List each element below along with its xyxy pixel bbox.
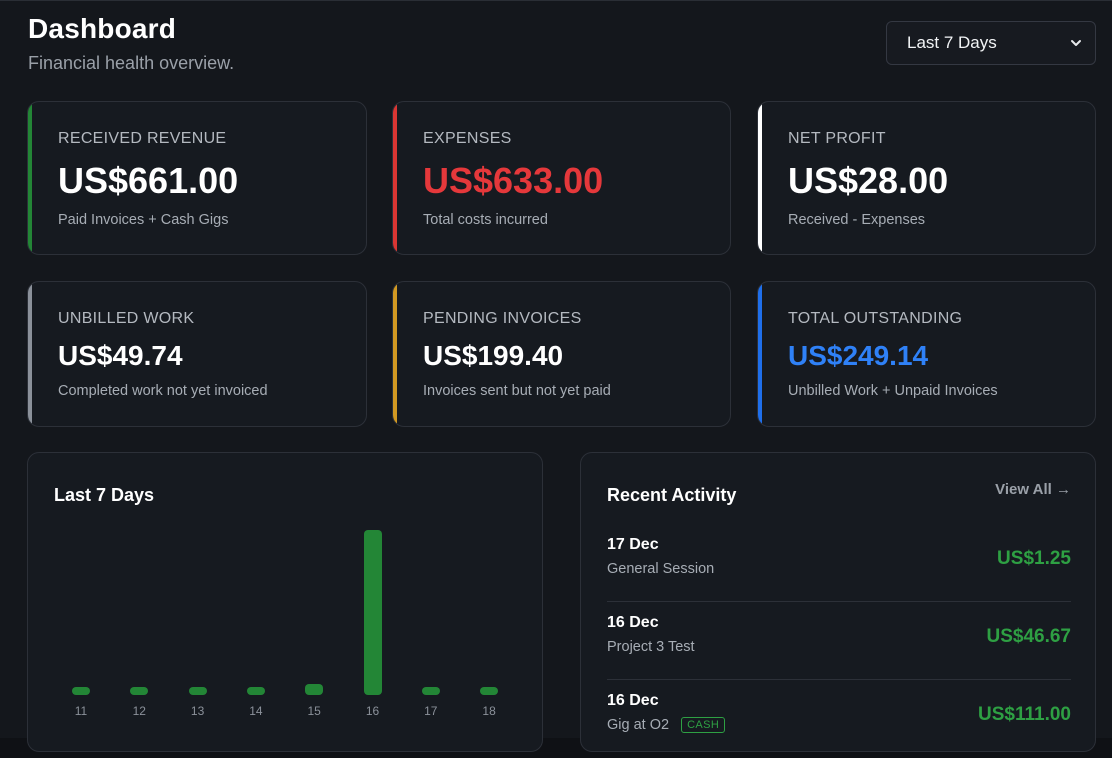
card-subtext: Invoices sent but not yet paid <box>423 383 611 399</box>
card-expenses: EXPENSES US$633.00 Total costs incurred <box>392 101 731 255</box>
activity-description-text: General Session <box>607 561 715 577</box>
card-label: NET PROFIT <box>788 130 886 147</box>
activity-amount: US$1.25 <box>997 548 1071 569</box>
recent-activity-title: Recent Activity <box>607 485 737 505</box>
activity-amount: US$111.00 <box>978 704 1071 725</box>
activity-row[interactable]: 16 Dec Project 3 Test US$46.67 <box>607 602 1071 680</box>
activity-description: Gig at O2 CASH <box>607 717 726 733</box>
activity-description-text: Gig at O2 <box>607 717 670 733</box>
card-accent-bar <box>758 102 762 254</box>
chart-tick-label: 15 <box>307 704 321 718</box>
card-label: TOTAL OUTSTANDING <box>788 310 963 327</box>
activity-row[interactable]: 16 Dec Gig at O2 CASH US$111.00 <box>607 680 1071 758</box>
chart-bar[interactable] <box>246 687 265 695</box>
card-accent-bar <box>393 102 397 254</box>
card-total-outstanding: TOTAL OUTSTANDING US$249.14 Unbilled Wor… <box>757 281 1096 427</box>
card-label: PENDING INVOICES <box>423 310 582 327</box>
card-unbilled-work: UNBILLED WORK US$49.74 Completed work no… <box>27 281 367 427</box>
chart-tick-label: 18 <box>482 704 496 718</box>
card-label: EXPENSES <box>423 130 512 147</box>
chart-bar[interactable] <box>188 687 207 695</box>
card-value: US$661.00 <box>58 160 239 201</box>
activity-amount: US$46.67 <box>986 626 1071 647</box>
chart-tick-label: 14 <box>249 704 263 718</box>
chart-tick-label: 13 <box>190 704 205 718</box>
chart-tick-label: 17 <box>424 704 438 718</box>
card-subtext: Received - Expenses <box>788 212 926 228</box>
card-subtext: Completed work not yet invoiced <box>58 383 268 399</box>
card-label: RECEIVED REVENUE <box>58 130 227 147</box>
page-title: Dashboard <box>28 13 177 44</box>
divider <box>607 601 1071 602</box>
card-value: US$49.74 <box>58 340 183 371</box>
bar-chart: 11 12 13 14 15 16 17 18 <box>28 453 542 751</box>
page-subtitle: Financial health overview. <box>28 53 235 73</box>
view-all-link[interactable]: View All → <box>995 481 1071 498</box>
chart-bar[interactable] <box>421 687 440 695</box>
date-range-select[interactable]: Last 7 Days <box>886 21 1096 65</box>
card-net-profit: NET PROFIT US$28.00 Received - Expenses <box>757 101 1096 255</box>
card-value: US$199.40 <box>423 340 564 371</box>
chart-bar[interactable] <box>305 684 324 695</box>
card-accent-bar <box>28 102 32 254</box>
card-accent-bar <box>393 282 397 426</box>
chart-bar[interactable] <box>363 530 382 695</box>
recent-activity-panel: Recent Activity View All → 17 Dec Genera… <box>580 452 1096 752</box>
card-subtext: Paid Invoices + Cash Gigs <box>58 212 229 228</box>
chart-tick-label: 12 <box>132 704 146 718</box>
activity-date: 16 Dec <box>607 614 659 631</box>
card-value: US$28.00 <box>788 160 949 201</box>
chevron-down-icon <box>1071 40 1081 46</box>
card-value: US$633.00 <box>423 160 604 201</box>
activity-date: 17 Dec <box>607 536 659 553</box>
chart-bar[interactable] <box>72 687 90 695</box>
card-accent-bar <box>758 282 762 426</box>
activity-row[interactable]: 17 Dec General Session US$1.25 <box>607 524 1071 602</box>
card-received-revenue: RECEIVED REVENUE US$661.00 Paid Invoices… <box>27 101 367 255</box>
activity-description: General Session <box>607 561 714 577</box>
chart-tick-label: 16 <box>365 704 380 718</box>
card-pending-invoices: PENDING INVOICES US$199.40 Invoices sent… <box>392 281 731 427</box>
activity-date: 16 Dec <box>607 692 659 709</box>
chart-bar[interactable] <box>480 687 499 695</box>
divider <box>607 679 1071 680</box>
chart-title: Last 7 Days <box>54 485 155 505</box>
cash-badge: CASH <box>681 717 726 733</box>
activity-description-text: Project 3 Test <box>607 639 695 655</box>
card-subtext: Unbilled Work + Unpaid Invoices <box>788 383 998 399</box>
card-subtext: Total costs incurred <box>423 212 548 228</box>
chart-bar[interactable] <box>130 687 149 695</box>
chart-panel: Last 7 Days 11 12 13 14 15 16 17 18 <box>27 452 543 752</box>
chart-tick-label: 11 <box>74 704 88 718</box>
card-label: UNBILLED WORK <box>58 310 195 327</box>
date-range-selected-label: Last 7 Days <box>907 33 997 52</box>
card-value: US$249.14 <box>788 340 929 371</box>
card-accent-bar <box>28 282 32 426</box>
activity-description: Project 3 Test <box>607 639 695 655</box>
